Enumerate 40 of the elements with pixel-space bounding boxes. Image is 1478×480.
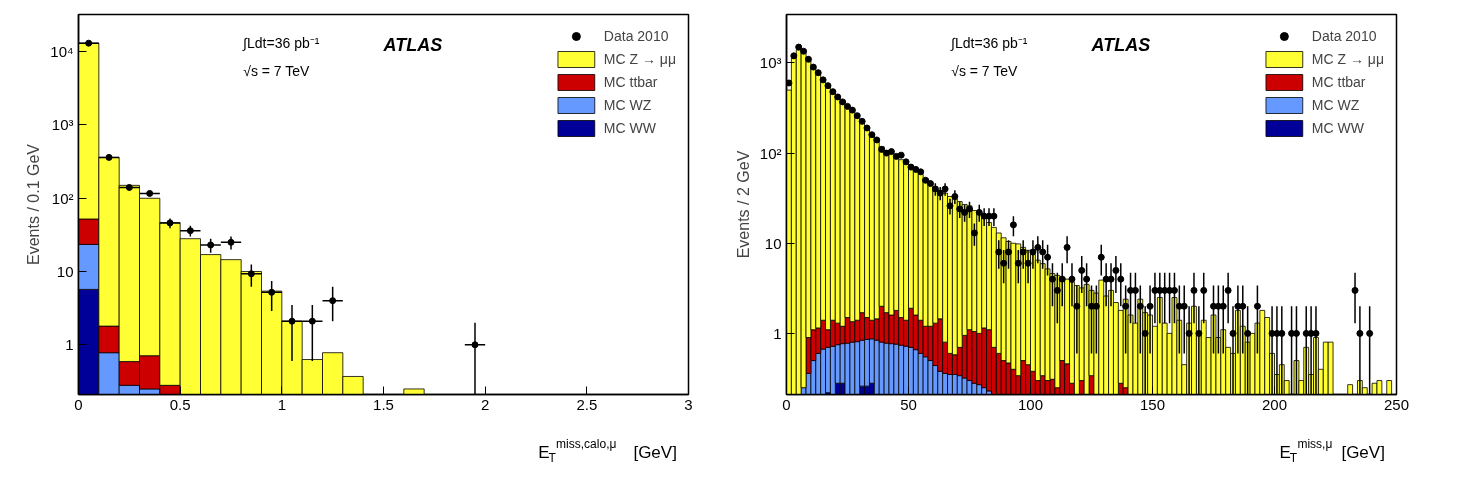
legend-label: Data 2010 <box>1311 28 1377 44</box>
x-tick-label: 3 <box>684 395 693 413</box>
legend-label: MC Z → μμ <box>1311 51 1384 67</box>
y-tick-label: 10 <box>56 262 74 280</box>
annotation: ATLAS <box>1090 34 1151 55</box>
y-axis-title: Events / 2 GeV <box>734 150 752 259</box>
y-tick-label: 10² <box>51 189 74 207</box>
annotation: ∫Ldt=36 pb⁻¹ <box>950 34 1028 51</box>
y-tick-label: 10⁴ <box>50 43 74 61</box>
x-tick-label: 150 <box>1139 395 1166 413</box>
x-tick-label: 1.5 <box>373 395 394 413</box>
legend-label: MC WW <box>603 120 656 136</box>
x-tick-label: 250 <box>1383 395 1410 413</box>
x-tick-label: 0 <box>74 395 83 413</box>
y-tick-label: 10³ <box>51 116 74 134</box>
legend-label: Data 2010 <box>603 28 669 44</box>
annotation: ATLAS <box>382 34 443 55</box>
annotation: √s = 7 TeV <box>243 62 311 79</box>
x-tick-label: 2.5 <box>576 395 598 413</box>
x-tick-label: 0.5 <box>169 395 191 413</box>
y-tick-label: 10³ <box>759 54 782 72</box>
x-tick-label: 2 <box>481 395 490 413</box>
legend-label: MC WZ <box>1311 97 1360 113</box>
legend-label: MC ttbar <box>1311 74 1366 90</box>
legend-label: MC Z → μμ <box>603 51 676 67</box>
y-tick-label: 10 <box>764 234 782 252</box>
legend-label: MC WZ <box>603 97 652 113</box>
annotation: √s = 7 TeV <box>951 62 1019 79</box>
x-tick-label: 50 <box>900 395 917 413</box>
y-tick-label: 10² <box>759 144 782 162</box>
annotation: ∫Ldt=36 pb⁻¹ <box>242 34 320 51</box>
y-axis-title: Events / 0.1 GeV <box>25 143 43 265</box>
legend-label: MC WW <box>1311 120 1364 136</box>
x-tick-label: 1 <box>277 395 287 413</box>
x-tick-label: 0 <box>782 395 791 413</box>
y-tick-label: 1 <box>65 336 74 354</box>
x-tick-label: 200 <box>1261 395 1288 413</box>
legend-label: MC ttbar <box>603 74 658 90</box>
y-tick-label: 1 <box>773 324 782 342</box>
x-tick-label: 100 <box>1017 395 1044 413</box>
